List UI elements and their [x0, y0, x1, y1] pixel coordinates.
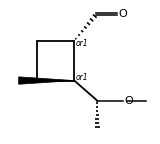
Text: or1: or1 — [76, 39, 88, 48]
Text: O: O — [124, 95, 133, 106]
Polygon shape — [19, 77, 74, 84]
Text: O: O — [119, 9, 128, 19]
Text: or1: or1 — [76, 73, 88, 82]
